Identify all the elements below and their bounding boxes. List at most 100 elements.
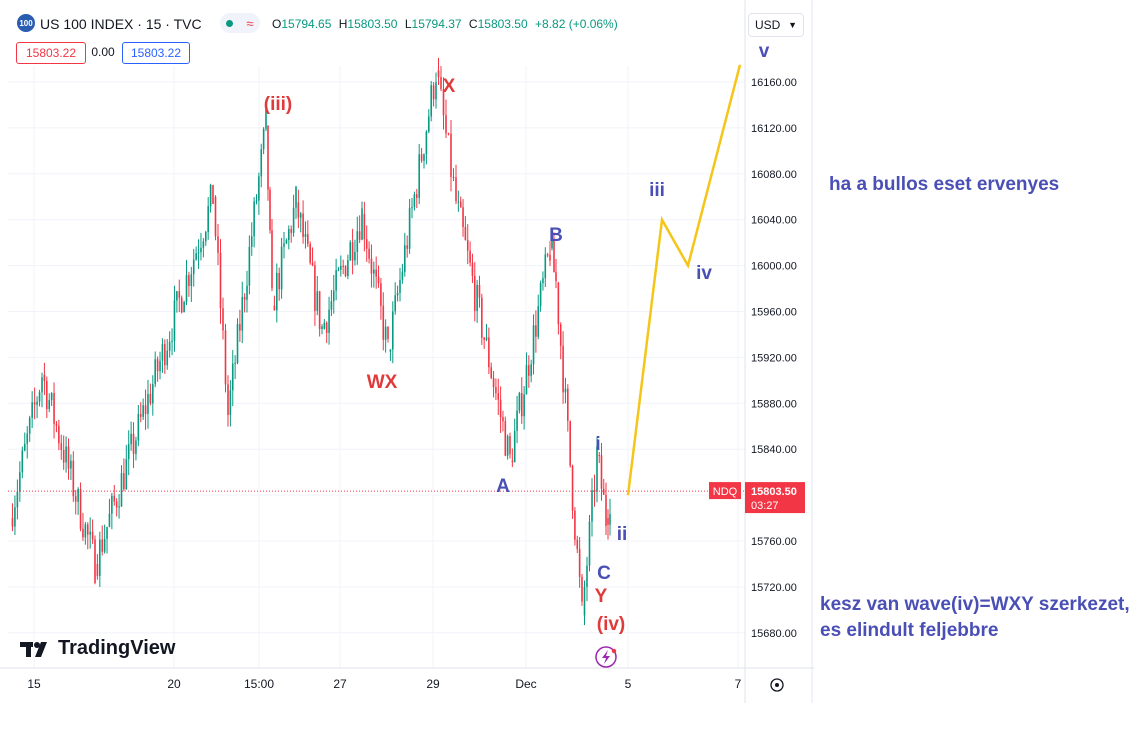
candle-body	[530, 364, 532, 376]
low-value: 15794.37	[411, 17, 462, 31]
candle-body	[562, 345, 564, 393]
candle-body	[243, 297, 246, 300]
market-status-pill[interactable]: ≈	[220, 13, 260, 33]
settings-gear-icon[interactable]	[770, 678, 784, 692]
candle-body	[520, 393, 523, 417]
candle-body	[583, 586, 586, 616]
candle-body	[19, 472, 21, 492]
event-lightning-icon[interactable]	[595, 646, 617, 668]
candle-body	[127, 444, 130, 460]
candle-body	[464, 227, 467, 240]
candle-body	[325, 322, 328, 333]
candle-body	[302, 213, 304, 237]
chart-panel[interactable]	[0, 0, 814, 703]
candle-body	[70, 460, 72, 469]
candle-body	[200, 247, 202, 253]
projection-path	[626, 64, 742, 496]
candle-body	[188, 275, 190, 286]
candle-body	[344, 266, 347, 276]
candle-body	[478, 284, 481, 298]
candle-body	[180, 297, 183, 313]
last-price-bg	[745, 482, 805, 514]
candle-body	[430, 85, 432, 117]
price-tick-label: 16120.00	[751, 123, 797, 135]
candle-body	[142, 405, 144, 417]
candle-body	[476, 284, 478, 311]
candle-body	[16, 491, 19, 508]
candle-body	[190, 274, 193, 286]
candle-body	[185, 275, 188, 302]
candle-body	[481, 297, 483, 338]
candle-body	[363, 213, 366, 240]
candle-body	[297, 202, 300, 218]
candle-body	[504, 421, 507, 456]
candle-body	[511, 460, 514, 463]
sell-price-button[interactable]: 15803.22	[16, 42, 86, 64]
candle-body	[408, 208, 411, 249]
candle-body	[290, 229, 292, 233]
candle-body	[442, 89, 445, 116]
candle-body	[370, 258, 373, 274]
symbol-logo-icon[interactable]: 100	[17, 14, 35, 32]
time-tick-label: 5	[625, 677, 632, 691]
currency-select[interactable]: USD ▼	[748, 13, 804, 37]
candle-body	[176, 291, 178, 301]
candle-body	[483, 337, 485, 340]
candle-body	[307, 234, 309, 244]
candle-body	[485, 337, 488, 340]
symbol-title[interactable]: US 100 INDEX · 15 · TVC	[40, 16, 202, 32]
candle-body	[607, 518, 609, 525]
candle-body	[171, 340, 173, 342]
candle-body	[292, 207, 295, 233]
candle-body	[452, 176, 455, 178]
candle-body	[323, 322, 326, 329]
time-tick-label: 27	[333, 677, 347, 691]
candle-body	[549, 254, 551, 261]
candle-body	[159, 360, 161, 372]
wave-label-red: WX	[367, 372, 398, 393]
candle-body	[399, 279, 401, 293]
candle-body	[466, 239, 469, 251]
logo-text: TradingView	[58, 637, 176, 659]
candle-body	[99, 539, 101, 576]
panel-divider	[811, 0, 813, 703]
candle-body	[161, 344, 164, 361]
candle-body	[60, 443, 63, 450]
candle-body	[295, 186, 297, 208]
candle-body	[488, 337, 490, 368]
candle-body	[135, 440, 137, 454]
candle-body	[192, 259, 195, 275]
candle-body	[239, 323, 241, 331]
candle-body	[539, 283, 542, 307]
candle-body	[103, 538, 106, 552]
candle-body	[356, 231, 359, 252]
candle-body	[546, 254, 549, 256]
candle-body	[365, 239, 368, 249]
price-chart[interactable]: 16160.00 16120.00 16080.00 16040.00 16000.00…	[0, 0, 814, 703]
candle-body	[525, 365, 528, 395]
candle-body	[340, 265, 342, 270]
candle-body	[559, 324, 562, 346]
candle-body	[396, 292, 399, 296]
candle-body	[118, 506, 120, 508]
candle-body	[602, 488, 605, 495]
candle-body	[605, 494, 607, 526]
candle-body	[569, 420, 571, 466]
candle-body	[178, 291, 181, 298]
candle-body	[304, 234, 307, 237]
candle-body	[413, 194, 416, 208]
candle-body	[506, 436, 509, 456]
candle-body	[440, 77, 442, 90]
note-bull-case: ha a bullos eset ervenyes	[829, 174, 1060, 195]
candle-body	[62, 449, 65, 463]
candle-body	[166, 350, 169, 366]
candle-body	[445, 115, 447, 134]
tradingview-logo[interactable]: TradingView	[20, 637, 175, 660]
candle-body	[435, 82, 437, 100]
wave-label-red: Y	[595, 586, 608, 607]
ohlc-legend: O15794.65 H15803.50 L15794.37 C15803.50 …	[272, 17, 622, 31]
price-tick-label: 16160.00	[751, 77, 797, 89]
candle-body	[241, 297, 244, 331]
candle-body	[420, 154, 423, 161]
buy-price-button[interactable]: 15803.22	[122, 42, 190, 64]
